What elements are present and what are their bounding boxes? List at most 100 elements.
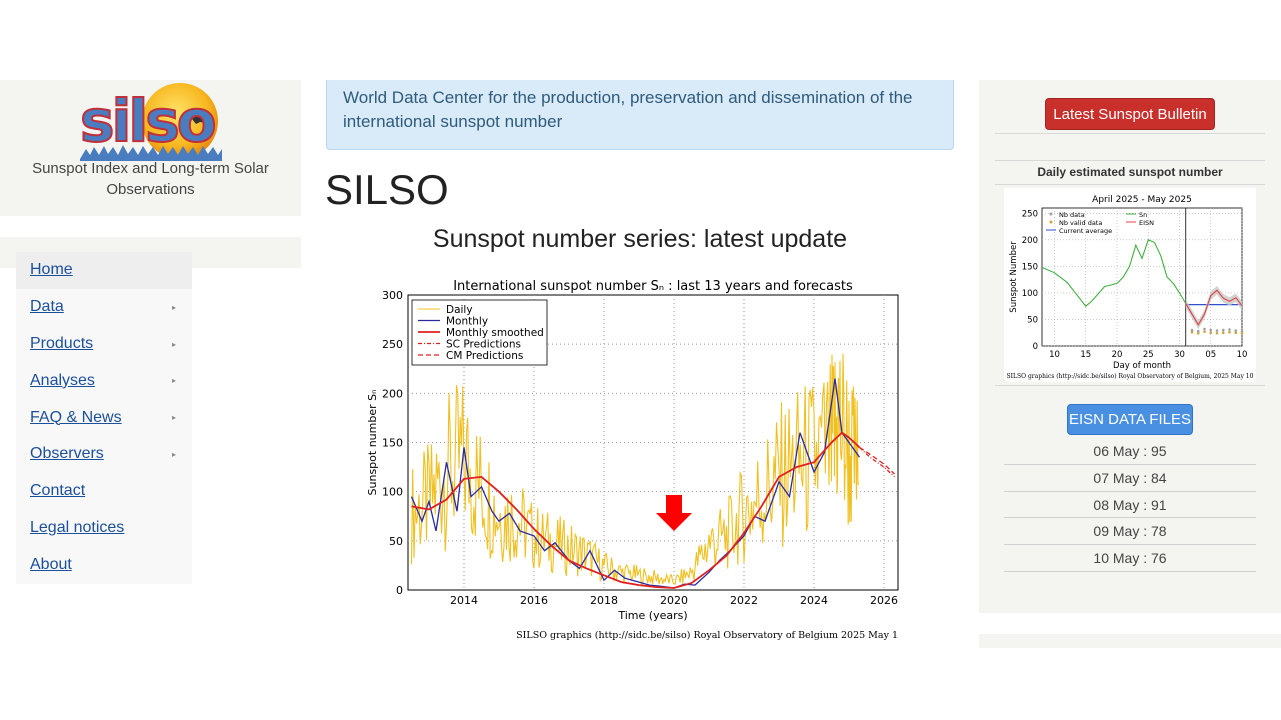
x-tick-label: 20 [1112, 350, 1123, 360]
point-nb-valid-data [1240, 331, 1244, 335]
point-nb-data [1203, 327, 1206, 331]
daily-estimate-chart[interactable]: 0 50 100 150 200 250 10 15 20 25 30 05 10 April 2025 … [1004, 188, 1256, 382]
mini-chart-credit: SILSO graphics (http://sidc.be/silso) Ro… [1007, 373, 1254, 380]
series-cm-predictions [859, 446, 895, 475]
divider [995, 184, 1265, 185]
nav-link[interactable]: Analyses [30, 371, 95, 389]
y-tick-label: 300 [382, 289, 403, 302]
right-sidebar-footer [979, 634, 1281, 648]
nav-item-about[interactable]: About [16, 546, 192, 583]
section-title: Sunspot number series: latest update [432, 225, 848, 253]
nav-link[interactable]: Home [30, 261, 73, 279]
y-tick-label: 200 [1022, 236, 1038, 246]
nav-link[interactable]: Products [30, 334, 94, 352]
series-sn [1041, 239, 1187, 307]
point-nb-data [1190, 328, 1194, 332]
nav-link[interactable]: Legal notices [30, 518, 125, 536]
point-nb-data [1228, 328, 1231, 331]
point-nb-valid-data [1196, 331, 1200, 335]
silso-logo[interactable]: silso [80, 83, 222, 161]
nav-item-data[interactable]: Data ▸ [16, 289, 192, 326]
right-sidebar: Latest Sunspot Bulletin Daily estimated … [979, 80, 1281, 613]
arrow-down-icon [656, 495, 692, 531]
sunspot-13yr-chart[interactable]: 0 50 100 150 200 250 300 2014 2016 2018 2020 2022 20… [360, 275, 910, 645]
triangle-right-icon: ▸ [171, 376, 176, 386]
daily-value-row: 09 May : 78 [1004, 518, 1256, 546]
nav-link[interactable]: Contact [30, 482, 86, 500]
nav-link[interactable]: About [30, 555, 72, 573]
point-nb-valid-data [1228, 330, 1231, 334]
x-tick-label: 2020 [660, 594, 688, 607]
nav-link[interactable]: Observers [30, 445, 104, 463]
point-nb-valid-data [1234, 331, 1238, 335]
nav-item-analyses[interactable]: Analyses ▸ [16, 362, 192, 399]
legend-label: Monthly smoothed [446, 327, 544, 339]
point-nb-data [1221, 328, 1225, 332]
info-banner: World Data Center for the production, pr… [326, 80, 954, 150]
legend-label: SC Predictions [446, 339, 521, 351]
nav-item-home[interactable]: Home [16, 252, 192, 289]
y-tick-label: 200 [382, 387, 403, 400]
point-nb-data [1240, 329, 1244, 333]
y-tick-label: 100 [1022, 289, 1038, 299]
legend-label: Monthly [446, 316, 488, 328]
x-tick-label: 05 [1205, 350, 1216, 360]
legend-label: Nb data [1059, 211, 1085, 219]
latest-bulletin-button[interactable]: Latest Sunspot Bulletin [1045, 98, 1215, 130]
point-nb-valid-data [1190, 330, 1194, 334]
daily-values-list: 06 May : 95 07 May : 84 08 May : 91 09 May … [1004, 438, 1256, 572]
nav-item-products[interactable]: Products ▸ [16, 326, 192, 363]
plot-frame [1041, 207, 1243, 347]
point-nb-valid-data [1209, 331, 1213, 335]
nav-item-faq-news[interactable]: FAQ & News ▸ [16, 399, 192, 436]
legend-swatch [1049, 220, 1053, 224]
legend-label: Current average [1059, 227, 1112, 235]
x-tick-label: 2024 [800, 594, 828, 607]
series-monthly-smoothed [411, 431, 861, 589]
point-nb-valid-data [1221, 331, 1225, 335]
daily-value-row: 10 May : 76 [1004, 545, 1256, 572]
x-tick-label: 2026 [870, 594, 898, 607]
nav-link[interactable]: Data [30, 298, 64, 316]
point-nb-data [1209, 328, 1213, 332]
mini-y-axis-label: Sunspot Number [1009, 241, 1019, 313]
point-nb-data [1215, 329, 1219, 332]
legend-label: EISN [1139, 219, 1154, 227]
x-tick-label: 2022 [730, 594, 758, 607]
triangle-right-icon: ▸ [171, 413, 176, 423]
eisn-data-files-button[interactable]: EISN DATA FILES [1067, 404, 1193, 435]
y-tick-label: 150 [382, 437, 403, 450]
chart-credit: SILSO graphics (http://sidc.be/silso) Ro… [516, 630, 898, 641]
main-nav: Home Data ▸ Products ▸ Analyses ▸ FAQ & News ▸ Ob… [16, 252, 192, 584]
y-tick-label: 100 [382, 486, 403, 499]
series-daily [410, 353, 860, 587]
y-tick-label: 50 [1027, 315, 1038, 325]
divider [995, 385, 1265, 386]
series-sc-predictions [859, 446, 895, 478]
y-tick-label: 250 [1022, 209, 1038, 219]
y-tick-label: 250 [382, 338, 403, 351]
legend-label: Daily [446, 304, 473, 316]
x-tick-label: 30 [1174, 350, 1185, 360]
mini-x-axis-label: Day of month [1113, 361, 1171, 371]
point-nb-valid-data [1215, 331, 1219, 335]
page-title: SILSO [325, 166, 449, 213]
x-tick-label: 2014 [450, 594, 478, 607]
y-tick-label: 150 [1022, 262, 1038, 272]
svg-text:silso: silso [80, 87, 215, 155]
legend-label: CM Predictions [446, 350, 523, 362]
daily-value-row: 08 May : 91 [1004, 492, 1256, 519]
y-tick-label: 50 [389, 535, 403, 548]
point-nb-data [1234, 329, 1238, 332]
x-axis-label: Time (years) [617, 609, 687, 622]
nav-item-observers[interactable]: Observers ▸ [16, 436, 192, 473]
nav-link[interactable]: FAQ & News [30, 408, 122, 426]
nav-item-contact[interactable]: Contact [16, 473, 192, 510]
x-tick-label: 2018 [590, 594, 618, 607]
divider [995, 160, 1265, 161]
nav-item-legal-notices[interactable]: Legal notices [16, 510, 192, 547]
legend-label: Nb valid data [1059, 219, 1102, 227]
x-tick-label: 15 [1080, 350, 1091, 360]
triangle-right-icon: ▸ [171, 302, 176, 312]
